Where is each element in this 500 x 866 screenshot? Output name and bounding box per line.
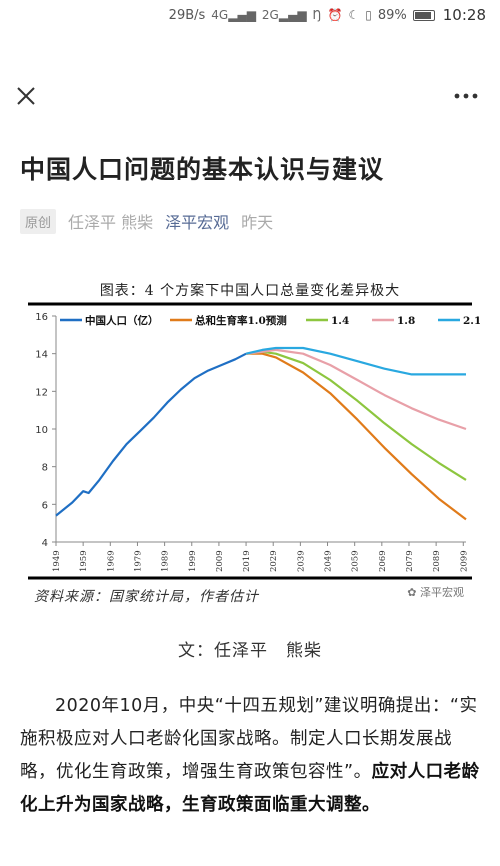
x-tick-label: 1949 bbox=[52, 550, 62, 572]
x-tick-label: 2039 bbox=[296, 550, 306, 572]
vibrate-icon: ▯ bbox=[365, 8, 372, 22]
x-tick-label: 2079 bbox=[405, 550, 415, 572]
clock: 10:28 bbox=[442, 6, 486, 24]
series-line-1 bbox=[246, 352, 467, 521]
chart-image[interactable]: 图表：4 个方案下中国人口总量变化差异极大 4 6 8 10 12 14 16 1949 195… bbox=[20, 270, 480, 610]
x-tick-label: 2029 bbox=[269, 550, 279, 572]
wechat-icon: ✿ bbox=[407, 586, 417, 599]
chart-watermark: ✿ 泽平宏观 bbox=[407, 586, 464, 599]
x-tick-label: 1979 bbox=[133, 550, 143, 572]
signal-4g-icon: 4G▂▄▆ bbox=[211, 8, 256, 22]
signal-2g-icon: 2G▂▄▆ bbox=[261, 8, 307, 22]
y-tick-label: 16 bbox=[35, 312, 48, 323]
battery-icon bbox=[412, 9, 435, 21]
article-title: 中国人口问题的基本认识与建议 bbox=[20, 155, 385, 184]
y-tick-label: 12 bbox=[35, 387, 48, 398]
article-authors: 任泽平 熊柴 bbox=[68, 213, 154, 232]
paragraph-1: 2020年10月，中央“十四五规划”建议明确提出：“实施积极应对人口老龄化国家战… bbox=[20, 690, 480, 822]
moon-icon: ☾ bbox=[348, 8, 360, 22]
status-bar: 29B/s 4G▂▄▆ 2G▂▄▆ Ŋ ⏰ ☾ ▯ 89% 10:28 bbox=[0, 0, 500, 30]
legend-label-0: 中国人口（亿） bbox=[85, 314, 159, 327]
series-line-2 bbox=[245, 350, 467, 481]
original-tag: 原创 bbox=[20, 208, 57, 234]
network-speed: 29B/s bbox=[168, 7, 206, 23]
legend-label-3: 1.8 bbox=[397, 315, 415, 327]
chart-source: 资料来源：国家统计局，作者估计 bbox=[34, 589, 259, 605]
y-tick-label: 6 bbox=[42, 500, 48, 511]
y-tick-label: 10 bbox=[35, 425, 48, 436]
publish-time: 昨天 bbox=[241, 213, 274, 232]
legend-label-2: 1.4 bbox=[331, 315, 349, 327]
x-tick-label: 2089 bbox=[432, 550, 442, 572]
population-line-chart: 4 6 8 10 12 14 16 1949 1959 1969 1979 1989 1999 2009 2… bbox=[28, 302, 480, 580]
legend-label-4: 2.1 bbox=[463, 315, 480, 327]
x-tick-label: 2019 bbox=[242, 550, 252, 572]
x-tick-label: 1989 bbox=[161, 550, 171, 572]
x-tick-label: 2049 bbox=[324, 550, 334, 572]
x-tick-label: 2069 bbox=[378, 550, 388, 572]
y-tick-label: 14 bbox=[35, 350, 48, 361]
series-line-4 bbox=[245, 346, 466, 376]
paragraph-text: 2020年10月，中央“十四五规划”建议明确提出：“实施积极应对人口老龄化国家战… bbox=[20, 696, 478, 782]
x-tick-label: 2099 bbox=[459, 550, 469, 572]
x-tick-label: 2059 bbox=[351, 550, 361, 572]
series-line-3 bbox=[245, 348, 467, 431]
legend-label-1: 总和生育率1.0预测 bbox=[195, 314, 287, 327]
y-tick-label: 8 bbox=[42, 463, 48, 474]
alarm-icon: ⏰ bbox=[327, 8, 343, 22]
x-tick-label: 1959 bbox=[79, 550, 89, 572]
x-tick-label: 2009 bbox=[215, 550, 225, 572]
y-tick-label: 4 bbox=[42, 538, 48, 549]
x-tick-label: 1999 bbox=[188, 550, 198, 572]
battery-percent: 89% bbox=[377, 7, 407, 23]
top-nav bbox=[0, 70, 500, 126]
close-icon bbox=[17, 87, 35, 105]
account-link[interactable]: 泽平宏观 bbox=[165, 213, 230, 232]
chart-title: 图表：4 个方案下中国人口总量变化差异极大 bbox=[99, 283, 401, 299]
more-button[interactable] bbox=[452, 84, 480, 108]
byline: 文：任泽平 熊柴 bbox=[178, 641, 322, 661]
nfc-icon: Ŋ bbox=[312, 8, 322, 22]
x-tick-label: 1969 bbox=[106, 550, 116, 572]
close-button[interactable] bbox=[12, 82, 40, 110]
series-line-0 bbox=[55, 352, 247, 517]
article-meta: 原创 任泽平 熊柴 泽平宏观 昨天 bbox=[20, 208, 273, 234]
paragraph-bold-text: 应对人口老龄化上升为国家战略，生育政策面临重大调整。 bbox=[20, 762, 480, 815]
more-dots-icon bbox=[454, 93, 478, 99]
